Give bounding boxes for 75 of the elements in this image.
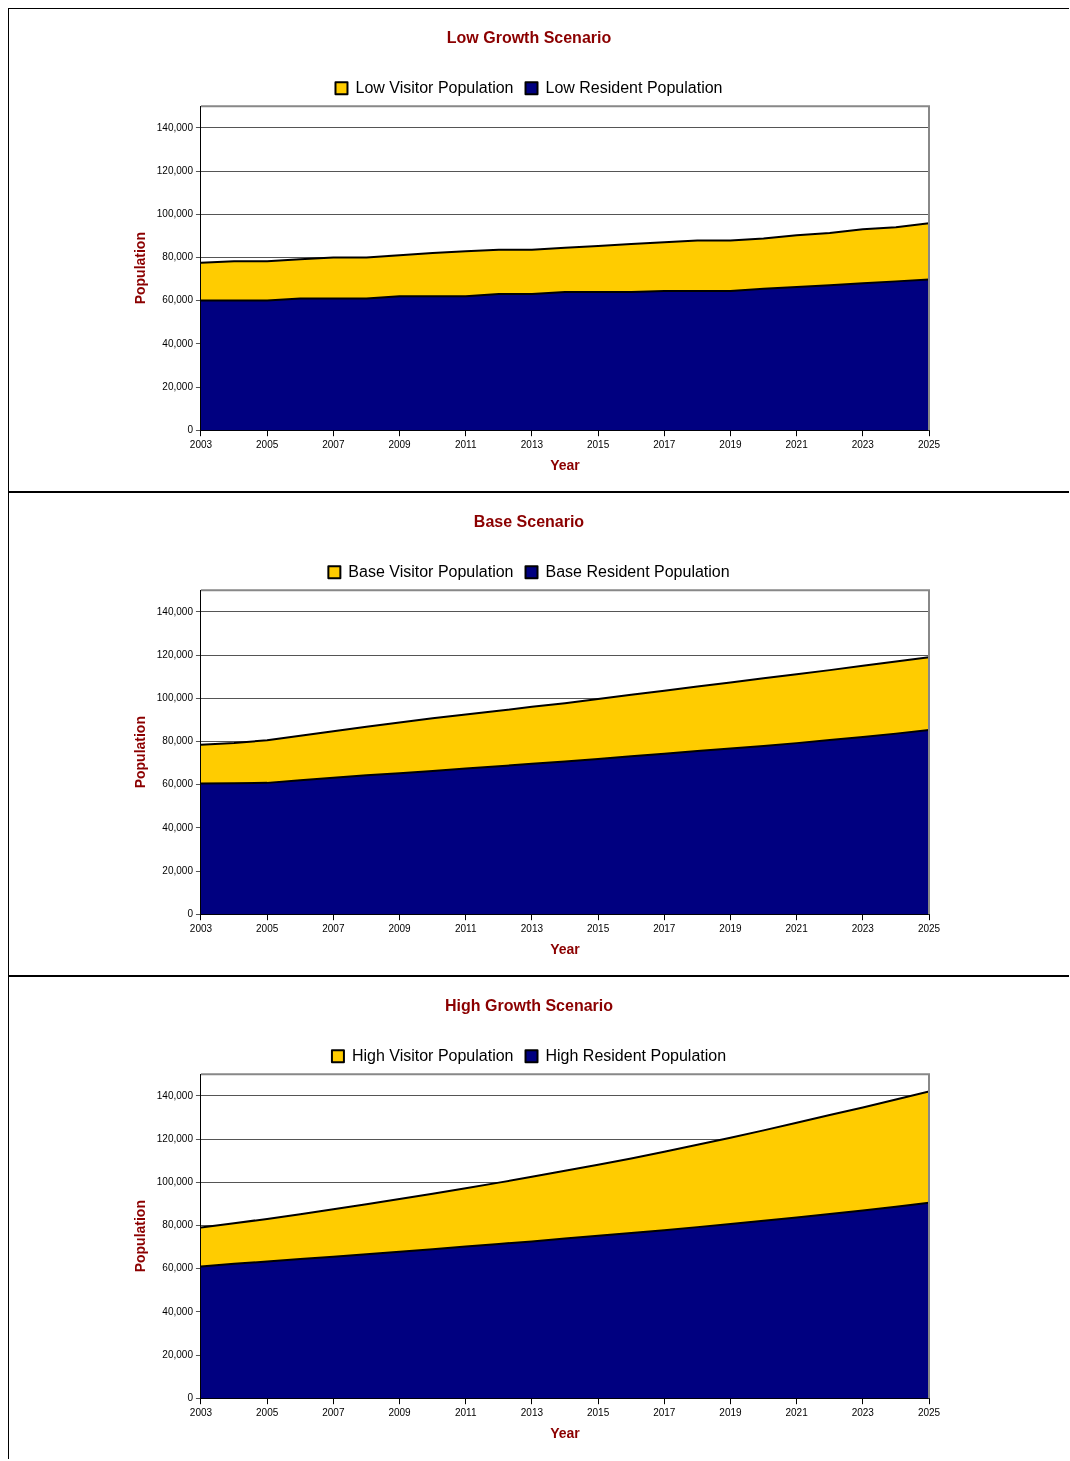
legend-label: High Visitor Population — [351, 1046, 514, 1064]
x-tick-label: 2017 — [653, 438, 676, 450]
x-tick-label: 2021 — [785, 922, 809, 934]
x-tick-label: 2023 — [851, 1406, 875, 1418]
x-tick-label: 2023 — [851, 438, 875, 450]
x-tick-label: 2003 — [189, 438, 213, 450]
y-tick-label: 80,000 — [162, 1219, 194, 1231]
y-axis-title: Population — [132, 716, 149, 789]
y-tick-label: 120,000 — [156, 1132, 194, 1144]
x-tick-label: 2025 — [917, 1406, 941, 1418]
x-tick-label: 2007 — [322, 922, 345, 934]
x-tick-label: 2013 — [520, 438, 544, 450]
x-tick-label: 2017 — [653, 1406, 676, 1418]
x-axis-title: Year — [550, 457, 581, 474]
y-tick-label: 60,000 — [162, 778, 194, 790]
x-tick-label: 2011 — [454, 1406, 477, 1418]
x-tick-label: 2005 — [256, 1406, 279, 1418]
y-tick-label: 0 — [187, 423, 194, 435]
y-tick-label: 100,000 — [156, 1175, 194, 1187]
x-tick-label: 2025 — [917, 922, 941, 934]
x-tick-label: 2023 — [851, 922, 875, 934]
x-tick-label: 2009 — [388, 922, 412, 934]
x-tick-label: 2003 — [189, 1406, 213, 1418]
y-tick-label: 140,000 — [156, 605, 194, 617]
chart-title: High Growth Scenario — [444, 997, 614, 1015]
y-tick-label: 20,000 — [162, 864, 194, 876]
legend-label: Base Resident Population — [545, 562, 730, 580]
x-tick-label: 2021 — [785, 438, 809, 450]
x-tick-label: 2003 — [189, 922, 213, 934]
y-tick-label: 0 — [187, 907, 194, 919]
x-tick-label: 2015 — [586, 1406, 610, 1418]
x-tick-label: 2013 — [520, 922, 544, 934]
y-tick-label: 140,000 — [156, 1089, 194, 1101]
y-tick-label: 80,000 — [162, 735, 194, 747]
y-tick-label: 120,000 — [156, 164, 194, 176]
y-tick-label: 60,000 — [162, 294, 194, 306]
x-axis-title: Year — [550, 941, 581, 958]
legend-label: Low Visitor Population — [355, 78, 514, 96]
y-axis-title: Population — [132, 232, 149, 305]
x-tick-label: 2019 — [719, 1406, 742, 1418]
y-tick-label: 40,000 — [162, 821, 194, 833]
x-tick-label: 2007 — [322, 438, 345, 450]
y-tick-label: 120,000 — [156, 648, 194, 660]
y-tick-label: 40,000 — [162, 337, 194, 349]
legend-label: High Resident Population — [545, 1046, 727, 1064]
x-tick-label: 2009 — [388, 1406, 412, 1418]
x-axis-title: Year — [550, 1425, 581, 1442]
y-tick-label: 20,000 — [162, 1348, 194, 1360]
x-tick-label: 2011 — [454, 922, 477, 934]
x-tick-label: 2013 — [520, 1406, 544, 1418]
legend-label: Base Visitor Population — [348, 562, 514, 580]
x-tick-label: 2005 — [256, 438, 279, 450]
y-tick-label: 40,000 — [162, 1305, 194, 1317]
y-tick-label: 100,000 — [156, 207, 194, 219]
y-axis-title: Population — [132, 1200, 149, 1273]
x-tick-label: 2015 — [586, 922, 610, 934]
y-tick-label: 80,000 — [162, 251, 194, 263]
y-tick-label: 20,000 — [162, 380, 194, 392]
chart-title: Base Scenario — [473, 513, 585, 531]
y-tick-label: 100,000 — [156, 691, 194, 703]
x-tick-label: 2007 — [322, 1406, 345, 1418]
x-tick-label: 2011 — [454, 438, 477, 450]
x-tick-label: 2015 — [586, 438, 610, 450]
y-tick-label: 0 — [187, 1391, 194, 1403]
legend-label: Low Resident Population — [545, 78, 723, 96]
y-tick-label: 140,000 — [156, 121, 194, 133]
chart-title: Low Growth Scenario — [446, 29, 612, 47]
x-tick-label: 2009 — [388, 438, 412, 450]
x-tick-label: 2019 — [719, 922, 742, 934]
x-tick-label: 2021 — [785, 1406, 809, 1418]
x-tick-label: 2025 — [917, 438, 941, 450]
y-tick-label: 60,000 — [162, 1262, 194, 1274]
x-tick-label: 2017 — [653, 922, 676, 934]
x-tick-label: 2005 — [256, 922, 279, 934]
x-tick-label: 2019 — [719, 438, 742, 450]
